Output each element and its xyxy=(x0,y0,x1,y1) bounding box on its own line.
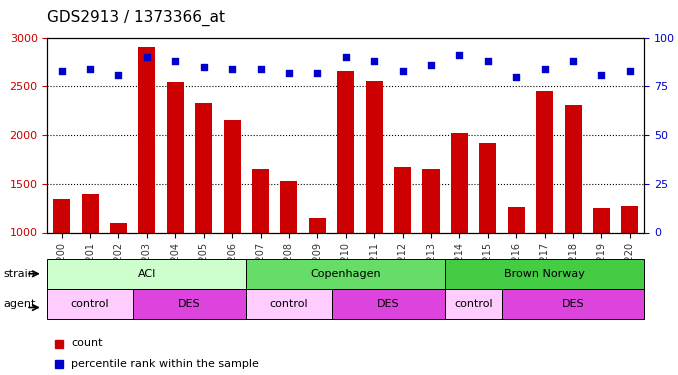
Point xyxy=(567,58,578,64)
Point xyxy=(198,64,209,70)
FancyBboxPatch shape xyxy=(502,289,644,319)
Point xyxy=(85,66,96,72)
Point xyxy=(511,74,521,80)
Text: DES: DES xyxy=(562,299,584,309)
Bar xyxy=(508,207,525,232)
Point xyxy=(624,68,635,74)
Point xyxy=(454,52,465,58)
Point xyxy=(312,70,323,76)
Bar xyxy=(81,195,98,232)
FancyBboxPatch shape xyxy=(47,259,246,289)
Bar xyxy=(195,103,212,232)
Point xyxy=(226,66,237,72)
Bar xyxy=(394,167,411,232)
Point xyxy=(596,72,607,78)
Bar xyxy=(621,206,639,232)
Bar xyxy=(565,105,582,232)
Point xyxy=(539,66,550,72)
FancyBboxPatch shape xyxy=(47,289,133,319)
Bar xyxy=(451,133,468,232)
Bar xyxy=(252,169,269,232)
Point xyxy=(483,58,494,64)
Point xyxy=(170,58,181,64)
Bar xyxy=(593,208,610,232)
Bar xyxy=(138,47,155,232)
Bar xyxy=(309,218,326,232)
Text: percentile rank within the sample: percentile rank within the sample xyxy=(71,359,259,369)
Point xyxy=(397,68,408,74)
Bar xyxy=(365,81,382,232)
Point xyxy=(113,72,124,78)
Text: agent: agent xyxy=(3,299,36,309)
Text: DES: DES xyxy=(178,299,201,309)
FancyBboxPatch shape xyxy=(133,289,246,319)
Text: ACI: ACI xyxy=(138,269,156,279)
Point xyxy=(56,68,67,74)
FancyBboxPatch shape xyxy=(445,259,644,289)
Bar xyxy=(110,223,127,232)
Text: Copenhagen: Copenhagen xyxy=(311,269,381,279)
Text: control: control xyxy=(71,299,109,309)
Text: control: control xyxy=(270,299,308,309)
Bar xyxy=(224,120,241,232)
Point xyxy=(142,54,153,60)
Text: count: count xyxy=(71,339,103,348)
Text: control: control xyxy=(454,299,493,309)
Bar xyxy=(167,82,184,232)
FancyBboxPatch shape xyxy=(246,259,445,289)
FancyBboxPatch shape xyxy=(246,289,332,319)
Bar xyxy=(536,91,553,232)
Point xyxy=(283,70,294,76)
Point xyxy=(255,66,266,72)
Bar xyxy=(337,70,355,232)
Text: GDS2913 / 1373366_at: GDS2913 / 1373366_at xyxy=(47,10,226,26)
Text: strain: strain xyxy=(3,269,35,279)
FancyBboxPatch shape xyxy=(445,289,502,319)
Point xyxy=(426,62,437,68)
Bar xyxy=(422,169,439,232)
Text: Brown Norway: Brown Norway xyxy=(504,269,585,279)
FancyBboxPatch shape xyxy=(332,289,445,319)
Point xyxy=(340,54,351,60)
Bar xyxy=(53,200,71,232)
Text: DES: DES xyxy=(377,299,400,309)
Bar xyxy=(479,143,496,232)
Bar xyxy=(281,181,298,232)
Point xyxy=(369,58,380,64)
